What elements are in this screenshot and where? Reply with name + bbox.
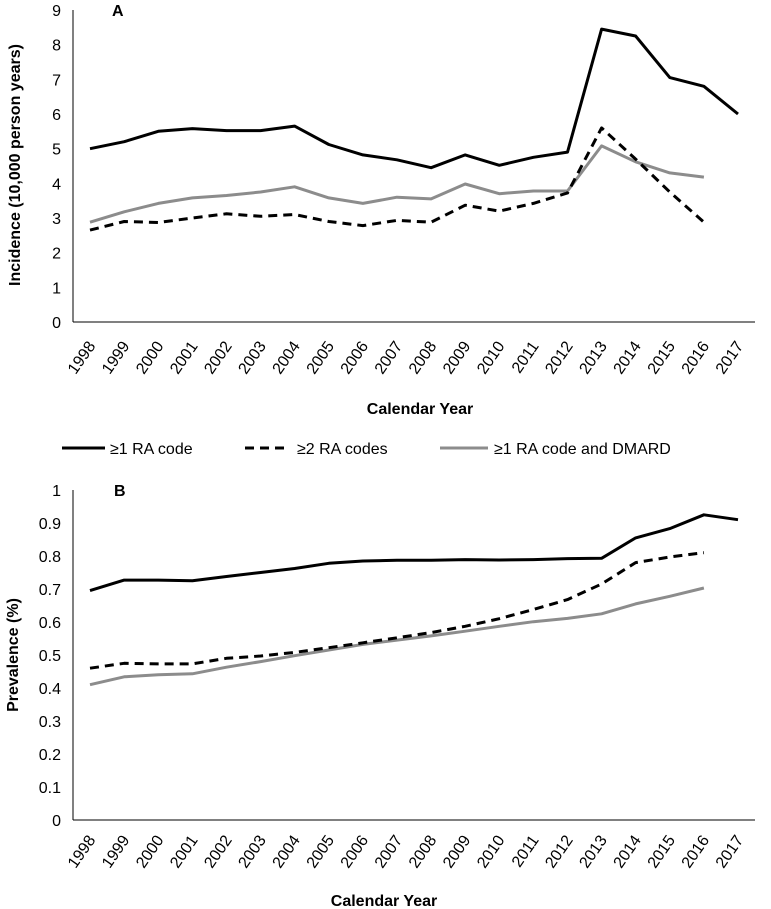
incidence-x-tick-label: 2000 — [133, 338, 167, 377]
incidence-y-tick-label: 1 — [52, 280, 61, 297]
prevalence-x-tick-label: 2012 — [542, 832, 576, 871]
incidence-y-tick-label: 5 — [52, 142, 61, 159]
panel-label-b: B — [114, 483, 126, 500]
incidence-x-tick-label: 2015 — [645, 338, 679, 377]
incidence-y-tick-label: 3 — [52, 211, 61, 228]
incidence-x-tick-label: 2004 — [270, 338, 304, 377]
incidence-x-tick-label: 2009 — [440, 338, 474, 377]
x-axis-title-incidence: Calendar Year — [367, 401, 473, 418]
prevalence-y-tick-label: 0.6 — [39, 615, 61, 632]
incidence-x-tick-label: 1998 — [65, 338, 99, 377]
legend: ≥1 RA code ≥2 RA codes ≥1 RA code and DM… — [62, 441, 671, 458]
prevalence-y-tick-label: 0.5 — [39, 648, 61, 665]
legend-label-1-ra-code: ≥1 RA code — [110, 441, 193, 458]
incidence-x-tick-label: 2011 — [509, 338, 543, 376]
incidence-x-tick-label: 2013 — [576, 338, 610, 377]
incidence-y-tick-label: 0 — [52, 315, 61, 332]
prevalence-x-tick-label: 1999 — [99, 832, 133, 871]
incidence-x-tick-label: 2002 — [201, 338, 235, 377]
legend-label-2-ra-codes: ≥2 RA codes — [297, 441, 388, 458]
incidence-y-tick-label: 4 — [52, 176, 61, 193]
incidence-x-tick-label: 2010 — [474, 338, 508, 377]
incidence-x-tick-label: 2012 — [542, 338, 576, 377]
prevalence-series-ra-code — [89, 513, 739, 593]
y-axis-title-incidence: Incidence (10,000 person years) — [7, 44, 24, 286]
incidence-x-tick-label: 2003 — [235, 338, 269, 377]
prevalence-x-tick-label: 2013 — [576, 832, 610, 871]
incidence-x-tick-label: 1999 — [99, 338, 133, 377]
legend-label-ra-code-dmard: ≥1 RA code and DMARD — [494, 441, 671, 458]
prevalence-y-tick-label: 0.8 — [39, 549, 61, 566]
incidence-x-tick-label: 2001 — [167, 338, 201, 377]
incidence-x-tick-label: 2005 — [304, 338, 338, 377]
incidence-series-ra-code — [89, 27, 739, 170]
prevalence-y-tick-label: 0.2 — [39, 747, 61, 764]
prevalence-x-tick-label: 2011 — [509, 832, 543, 870]
incidence-x-tick-label: 2017 — [713, 338, 747, 377]
prevalence-chart: B Prevalence (%) Calendar Year 0 0.1 0.2 0.… — [5, 483, 755, 909]
incidence-y-tick-label: 9 — [52, 3, 61, 20]
prevalence-y-tick-label: 0 — [52, 813, 61, 830]
prevalence-y-tick-label: 1 — [52, 483, 61, 500]
prevalence-x-tick-label: 2001 — [167, 832, 201, 871]
prevalence-x-tick-label: 2000 — [133, 832, 167, 871]
incidence-y-tick-label: 8 — [52, 38, 61, 55]
prevalence-y-tick-label: 0.1 — [39, 780, 61, 797]
incidence-x-tick-label: 2007 — [372, 338, 406, 377]
prevalence-x-tick-label: 2015 — [645, 832, 679, 871]
incidence-chart: A Incidence (10,000 person years) Calend… — [7, 3, 755, 418]
prevalence-x-tick-label: 2014 — [611, 832, 645, 871]
prevalence-x-tick-label: 2008 — [406, 832, 440, 871]
prevalence-x-tick-label: 2007 — [372, 832, 406, 871]
prevalence-x-tick-label: 2016 — [679, 832, 713, 871]
prevalence-x-tick-label: 2003 — [235, 832, 269, 871]
incidence-x-tick-label: 2014 — [611, 338, 645, 377]
prevalence-y-tick-label: 0.7 — [39, 582, 61, 599]
prevalence-x-tick-label: 2002 — [201, 832, 235, 871]
prevalence-x-tick-label: 2005 — [304, 832, 338, 871]
incidence-series-ra-code-dmard — [89, 144, 705, 224]
prevalence-x-tick-label: 1998 — [65, 832, 99, 871]
incidence-x-tick-label: 2006 — [338, 338, 372, 377]
prevalence-x-tick-label: 2004 — [270, 832, 304, 871]
incidence-series-ra-codes-2 — [89, 126, 705, 232]
prevalence-x-tick-label: 2006 — [338, 832, 372, 871]
prevalence-y-tick-label: 0.3 — [39, 714, 61, 731]
incidence-x-tick-label: 2016 — [679, 338, 713, 377]
prevalence-y-tick-label: 0.4 — [39, 681, 61, 698]
incidence-x-tick-label: 2008 — [406, 338, 440, 377]
prevalence-series-ra-code-dmard — [89, 586, 705, 687]
x-axis-title-prevalence: Calendar Year — [331, 893, 437, 909]
prevalence-y-tick-label: 0.9 — [39, 516, 61, 533]
y-axis-title-prevalence: Prevalence (%) — [5, 598, 22, 712]
prevalence-x-tick-label: 2017 — [713, 832, 747, 871]
incidence-y-tick-label: 6 — [52, 107, 61, 124]
prevalence-x-tick-label: 2010 — [474, 832, 508, 871]
incidence-y-tick-label: 7 — [52, 72, 61, 89]
incidence-y-tick-label: 2 — [52, 246, 61, 263]
panel-label-a: A — [112, 3, 124, 20]
prevalence-x-tick-label: 2009 — [440, 832, 474, 871]
